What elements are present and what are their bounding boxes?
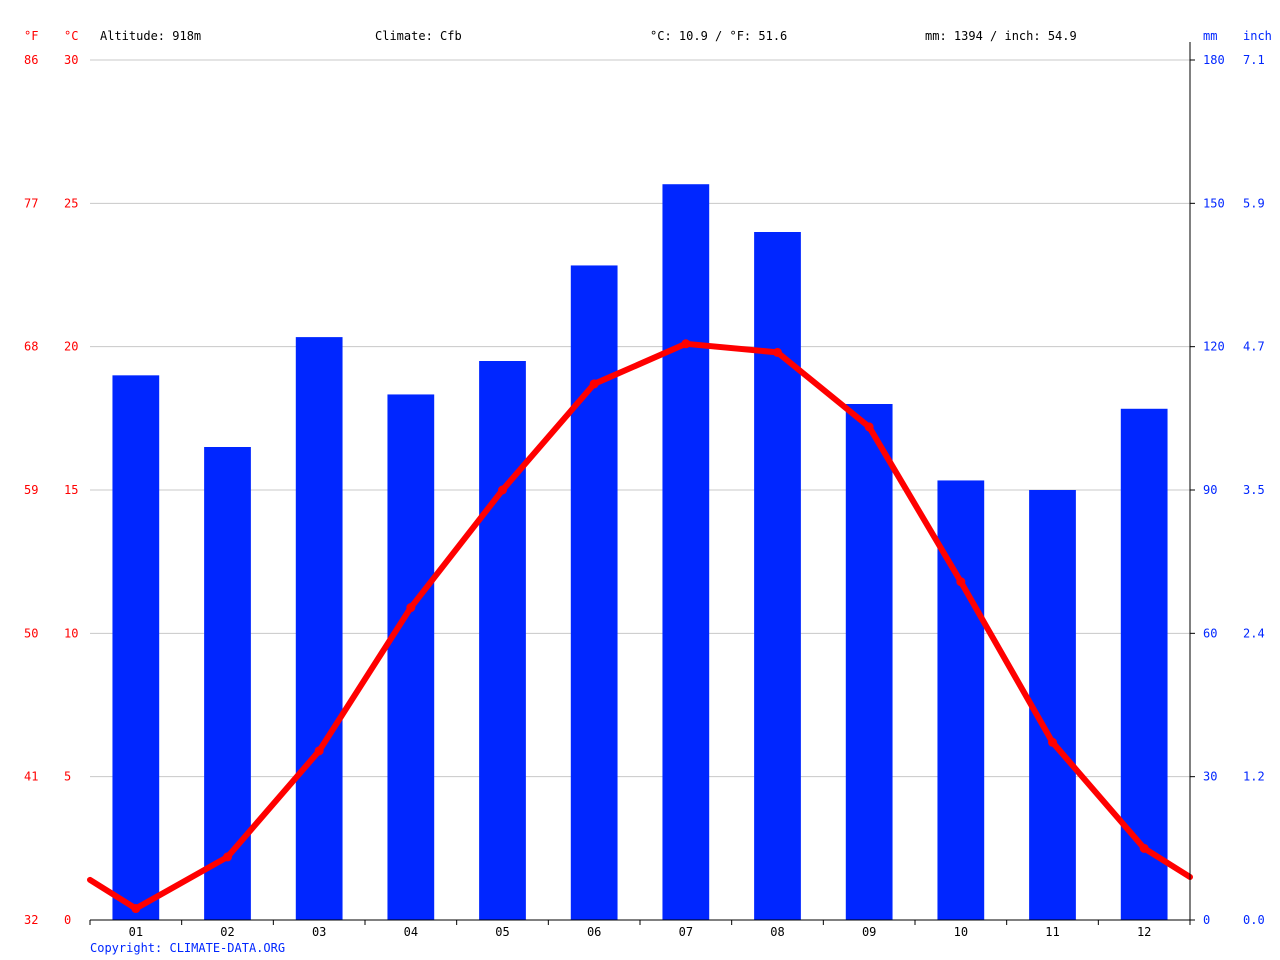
fahrenheit-tick-label: 50 bbox=[24, 626, 38, 640]
inch-tick-label: 7.1 bbox=[1243, 53, 1265, 67]
altitude-label: Altitude: 918m bbox=[100, 29, 201, 43]
inch-tick-label: 5.9 bbox=[1243, 196, 1265, 210]
precipitation-bar bbox=[1120, 408, 1168, 920]
mm-tick-label: 90 bbox=[1203, 483, 1217, 497]
month-tick-label: 01 bbox=[129, 925, 143, 939]
temperature-line bbox=[87, 339, 1193, 914]
month-tick-label: 08 bbox=[770, 925, 784, 939]
precipitation-bars bbox=[112, 184, 1168, 921]
celsius-tick-label: 0 bbox=[64, 913, 71, 927]
precipitation-bar bbox=[662, 184, 710, 920]
mm-tick-label: 150 bbox=[1203, 196, 1225, 210]
temperature-point bbox=[956, 577, 966, 587]
precipitation-bar bbox=[204, 447, 251, 920]
temperature-point bbox=[131, 904, 141, 914]
inch-unit-label: inch bbox=[1243, 29, 1272, 43]
celsius-tick-label: 25 bbox=[64, 196, 78, 210]
precipitation-bar bbox=[845, 404, 893, 920]
celsius-unit-label: °C bbox=[64, 29, 78, 43]
climate-label: Climate: Cfb bbox=[375, 29, 462, 43]
precipitation-bar bbox=[1029, 490, 1076, 920]
inch-tick-label: 4.7 bbox=[1243, 340, 1265, 354]
precipitation-bar bbox=[295, 337, 343, 921]
fahrenheit-tick-label: 86 bbox=[24, 53, 38, 67]
month-tick-label: 02 bbox=[220, 925, 234, 939]
month-tick-label: 09 bbox=[862, 925, 876, 939]
precipitation-bar bbox=[479, 361, 526, 920]
celsius-tick-label: 20 bbox=[64, 340, 78, 354]
precipitation-bar bbox=[387, 394, 435, 920]
total-precipitation-label: mm: 1394 / inch: 54.9 bbox=[925, 29, 1077, 43]
temperature-point bbox=[773, 347, 782, 357]
temperature-point bbox=[498, 485, 507, 495]
mm-tick-label: 30 bbox=[1203, 770, 1217, 784]
grid-lines bbox=[90, 59, 1190, 778]
celsius-tick-label: 10 bbox=[64, 626, 78, 640]
inch-tick-label: 0.0 bbox=[1243, 913, 1265, 927]
temperature-point bbox=[406, 603, 416, 613]
mm-tick-label: 180 bbox=[1203, 53, 1225, 67]
fahrenheit-tick-label: 32 bbox=[24, 913, 38, 927]
fahrenheit-unit-label: °F bbox=[24, 29, 38, 43]
celsius-tick-label: 15 bbox=[64, 483, 78, 497]
fahrenheit-tick-label: 41 bbox=[24, 770, 38, 784]
month-tick-label: 06 bbox=[587, 925, 601, 939]
precipitation-bar bbox=[112, 375, 160, 920]
month-tick-label: 12 bbox=[1137, 925, 1151, 939]
inch-tick-label: 3.5 bbox=[1243, 483, 1265, 497]
temperature-point bbox=[1048, 737, 1057, 747]
month-tick-label: 05 bbox=[495, 925, 509, 939]
month-tick-label: 07 bbox=[679, 925, 693, 939]
temperature-point bbox=[223, 852, 232, 862]
month-tick-label: 10 bbox=[954, 925, 968, 939]
celsius-tick-label: 5 bbox=[64, 770, 71, 784]
temperature-point bbox=[864, 422, 874, 432]
mm-tick-label: 120 bbox=[1203, 340, 1225, 354]
month-tick-label: 11 bbox=[1045, 925, 1059, 939]
mm-unit-label: mm bbox=[1203, 29, 1217, 43]
month-tick-label: 04 bbox=[404, 925, 418, 939]
tick-labels: 32 0 0 0.041 5 30 1.250 10 60 2.459 15 90 3.568 20 120… bbox=[24, 53, 1265, 939]
celsius-tick-label: 30 bbox=[64, 53, 78, 67]
fahrenheit-tick-label: 68 bbox=[24, 340, 38, 354]
temperature-series-line bbox=[87, 340, 1193, 912]
inch-tick-label: 2.4 bbox=[1243, 626, 1265, 640]
fahrenheit-tick-label: 59 bbox=[24, 483, 38, 497]
fahrenheit-tick-label: 77 bbox=[24, 196, 38, 210]
temperature-point bbox=[314, 746, 324, 756]
precipitation-bar bbox=[754, 232, 801, 920]
mm-tick-label: 60 bbox=[1203, 626, 1217, 640]
temperature-point bbox=[589, 379, 599, 389]
temperature-point bbox=[681, 339, 691, 349]
average-temperature-label: °C: 10.9 / °F: 51.6 bbox=[650, 29, 787, 43]
inch-tick-label: 1.2 bbox=[1243, 770, 1265, 784]
mm-tick-label: 0 bbox=[1203, 913, 1210, 927]
precipitation-bar bbox=[937, 480, 985, 920]
precipitation-bar bbox=[570, 265, 618, 920]
axes bbox=[89, 42, 1195, 925]
month-tick-label: 03 bbox=[312, 925, 326, 939]
temperature-point bbox=[1139, 843, 1149, 853]
copyright-label: Copyright: CLIMATE-DATA.ORG bbox=[90, 941, 285, 955]
